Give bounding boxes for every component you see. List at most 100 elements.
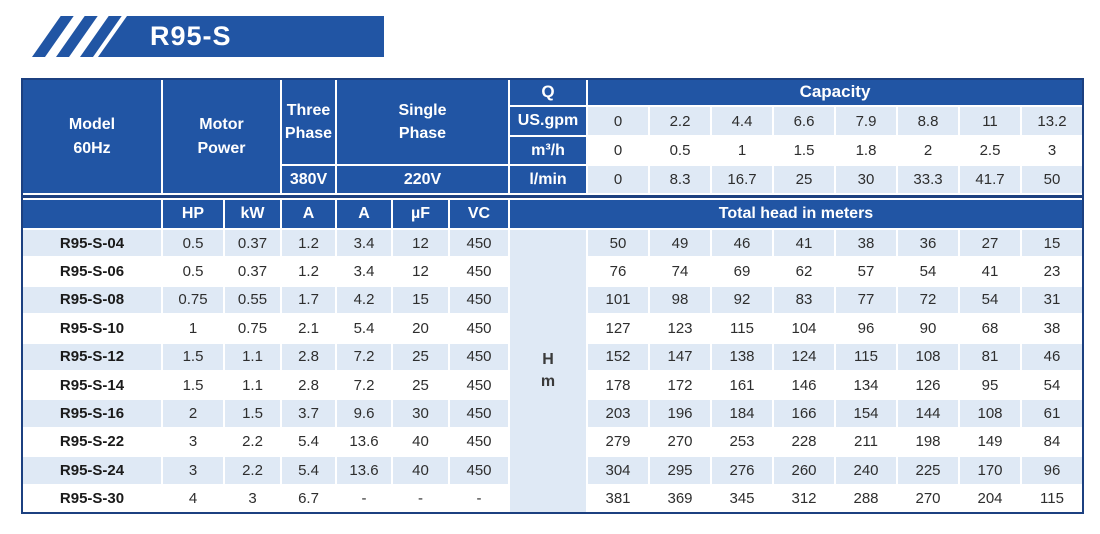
head-value-cell: 38 bbox=[836, 230, 896, 257]
head-value-cell: 149 bbox=[977, 433, 1003, 451]
head-value-cell: 276 bbox=[712, 457, 772, 484]
amp-single-phase-cell: 7.2 bbox=[353, 376, 375, 394]
amp-single-phase-cell: 3.4 bbox=[353, 263, 375, 281]
flow-value: 1.8 bbox=[836, 137, 896, 164]
unit-cell-lmin: l/min bbox=[510, 166, 586, 193]
model-cell: R95-S-30 bbox=[59, 490, 125, 508]
amp-three-phase-cell: 2.8 bbox=[282, 343, 335, 370]
flow-value: 0 bbox=[588, 137, 648, 164]
head-value-cell: 36 bbox=[898, 230, 958, 257]
head-value-cell: 49 bbox=[650, 230, 710, 257]
head-value-cell: 240 bbox=[836, 457, 896, 484]
vc-cell: 450 bbox=[466, 319, 492, 337]
head-value-cell: 172 bbox=[667, 376, 693, 394]
head-value-cell: 228 bbox=[791, 433, 817, 451]
uf-cell: - bbox=[418, 490, 423, 508]
amp-three-phase-cell: 3.7 bbox=[282, 400, 335, 427]
head-value-cell: 166 bbox=[774, 400, 834, 427]
head-value-cell: 84 bbox=[1043, 433, 1061, 451]
model-cell: R95-S-10 bbox=[59, 319, 125, 337]
head-value-cell: 146 bbox=[791, 376, 817, 394]
kw-cell: 1.5 bbox=[225, 400, 280, 427]
head-value-cell: 31 bbox=[1022, 286, 1082, 314]
kw-cell: 2.2 bbox=[242, 433, 263, 451]
head-value-cell: 196 bbox=[650, 400, 710, 427]
head-value-cell: 144 bbox=[898, 400, 958, 427]
flow-value: 41.7 bbox=[960, 166, 1020, 193]
vc-cell: 450 bbox=[466, 263, 492, 281]
head-value-cell: 108 bbox=[898, 343, 958, 370]
voltage-cell-380v: 380V bbox=[282, 166, 335, 193]
vc-cell: - bbox=[476, 490, 482, 508]
table-row: R95-S-14 1.5 1.1 2.8 7.2 25 450 178 172 … bbox=[23, 372, 1082, 398]
head-value-cell: 92 bbox=[712, 286, 772, 314]
head-value-cell: 96 bbox=[1022, 457, 1082, 484]
head-value-cell: 54 bbox=[960, 286, 1020, 314]
uf-cell: 12 bbox=[393, 230, 448, 257]
uf-cell: 15 bbox=[393, 286, 448, 314]
flow-value: 0.5 bbox=[650, 137, 710, 164]
amp-three-phase-cell: 2.1 bbox=[298, 319, 319, 337]
head-value-cell: 41 bbox=[981, 263, 999, 281]
table-header: Model 60Hz Motor Power Three Phase Singl… bbox=[23, 80, 1082, 228]
flow-value: 7.9 bbox=[836, 107, 896, 135]
head-value-cell: 90 bbox=[919, 319, 937, 337]
amp-single-phase-cell: 3.4 bbox=[337, 230, 391, 257]
amp-three-phase-cell: 2.8 bbox=[298, 376, 319, 394]
head-value-cell: 68 bbox=[981, 319, 999, 337]
head-value-cell: 61 bbox=[1022, 400, 1082, 427]
col-header-hp: HP bbox=[163, 200, 223, 228]
uf-cell: 12 bbox=[412, 263, 429, 281]
amp-single-phase-cell: 13.6 bbox=[337, 457, 391, 484]
table-row: R95-S-08 0.75 0.55 1.7 4.2 15 450 101 98… bbox=[23, 286, 1082, 314]
head-value-cell: 178 bbox=[605, 376, 631, 394]
head-value-cell: 312 bbox=[791, 490, 817, 508]
table-body: H m R95-S-04 0.5 0.37 1.2 3.4 12 450 50 … bbox=[23, 230, 1082, 512]
amp-three-phase-cell: 5.4 bbox=[282, 457, 335, 484]
head-value-cell: 369 bbox=[667, 490, 693, 508]
uf-cell: 20 bbox=[412, 319, 429, 337]
hp-cell: 1.5 bbox=[182, 376, 204, 394]
kw-cell: 0.55 bbox=[225, 286, 280, 314]
amp-three-phase-cell: 1.7 bbox=[282, 286, 335, 314]
head-value-cell: 134 bbox=[853, 376, 879, 394]
head-value-cell: 154 bbox=[836, 400, 896, 427]
model-cell: R95-S-08 bbox=[23, 286, 161, 314]
header-divider bbox=[23, 195, 1082, 198]
subheader-empty-cell bbox=[23, 200, 161, 228]
head-value-cell: 295 bbox=[650, 457, 710, 484]
hp-cell: 3 bbox=[163, 457, 223, 484]
amp-single-phase-cell: 13.6 bbox=[349, 433, 379, 451]
model-cell: R95-S-06 bbox=[59, 263, 125, 281]
col-header-amp-single: A bbox=[337, 200, 391, 228]
hp-cell: 0.5 bbox=[182, 263, 204, 281]
header-cell-model: Model 60Hz bbox=[23, 80, 161, 193]
head-value-cell: 279 bbox=[605, 433, 631, 451]
model-cell: R95-S-04 bbox=[23, 230, 161, 257]
head-value-cell: 152 bbox=[588, 343, 648, 370]
head-value-cell: 46 bbox=[1022, 343, 1082, 370]
kw-cell: 1.1 bbox=[225, 343, 280, 370]
head-value-cell: 115 bbox=[1040, 490, 1064, 508]
head-value-cell: 15 bbox=[1022, 230, 1082, 257]
uf-cell: 25 bbox=[393, 343, 448, 370]
spec-table: Model 60Hz Motor Power Three Phase Singl… bbox=[21, 78, 1084, 514]
header-cell-motor-power: Motor Power bbox=[163, 80, 280, 193]
model-cell: R95-S-16 bbox=[23, 400, 161, 427]
hp-cell: 4 bbox=[188, 490, 198, 508]
head-value-cell: 288 bbox=[853, 490, 879, 508]
flow-value: 0 bbox=[588, 107, 648, 135]
head-value-cell: 76 bbox=[609, 263, 627, 281]
flow-value: 11 bbox=[960, 107, 1020, 135]
head-value-cell: 54 bbox=[919, 263, 937, 281]
head-value-cell: 46 bbox=[712, 230, 772, 257]
head-value-cell: 184 bbox=[712, 400, 772, 427]
head-value-cell: 50 bbox=[588, 230, 648, 257]
amp-three-phase-cell: 1.2 bbox=[282, 230, 335, 257]
flow-value: 0 bbox=[588, 166, 648, 193]
amp-three-phase-cell: 5.4 bbox=[298, 433, 319, 451]
kw-cell: 0.37 bbox=[237, 263, 268, 281]
head-value-cell: 104 bbox=[791, 319, 817, 337]
col-header-vc: VC bbox=[450, 200, 508, 228]
amp-three-phase-cell: 1.2 bbox=[298, 263, 319, 281]
